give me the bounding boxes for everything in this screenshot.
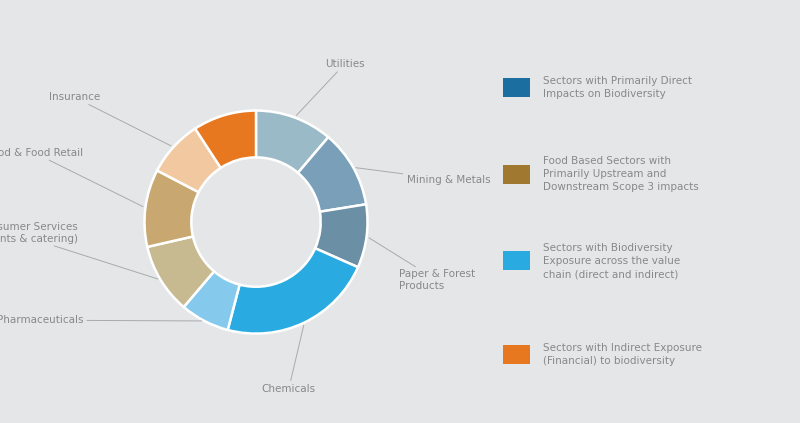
Text: Insurance: Insurance <box>49 92 171 146</box>
Wedge shape <box>157 129 221 192</box>
Wedge shape <box>315 204 367 267</box>
Text: Utilities: Utilities <box>297 59 365 115</box>
Text: Pharmaceuticals: Pharmaceuticals <box>0 315 202 325</box>
Wedge shape <box>184 271 239 330</box>
FancyBboxPatch shape <box>503 345 530 364</box>
Wedge shape <box>228 248 358 334</box>
Text: Mining & Metals: Mining & Metals <box>356 168 490 185</box>
Text: Sectors with Biodiversity
Exposure across the value
chain (direct and indirect): Sectors with Biodiversity Exposure acros… <box>543 243 680 279</box>
FancyBboxPatch shape <box>503 251 530 270</box>
Wedge shape <box>298 137 366 212</box>
Wedge shape <box>147 236 214 307</box>
Text: Sectors with Indirect Exposure
(Financial) to biodiversity: Sectors with Indirect Exposure (Financia… <box>543 343 702 366</box>
Text: Paper & Forest
Products: Paper & Forest Products <box>369 238 475 291</box>
Text: Chemicals: Chemicals <box>262 325 316 394</box>
Text: Consumer Services
(restaurants & catering): Consumer Services (restaurants & caterin… <box>0 222 158 279</box>
Wedge shape <box>145 170 198 247</box>
Wedge shape <box>195 110 256 168</box>
Wedge shape <box>256 110 328 173</box>
Text: Food Based Sectors with
Primarily Upstream and
Downstream Scope 3 impacts: Food Based Sectors with Primarily Upstre… <box>543 156 698 192</box>
Text: Sectors with Primarily Direct
Impacts on Biodiversity: Sectors with Primarily Direct Impacts on… <box>543 76 692 99</box>
FancyBboxPatch shape <box>503 78 530 97</box>
FancyBboxPatch shape <box>503 165 530 184</box>
Text: Food & Food Retail: Food & Food Retail <box>0 148 143 206</box>
